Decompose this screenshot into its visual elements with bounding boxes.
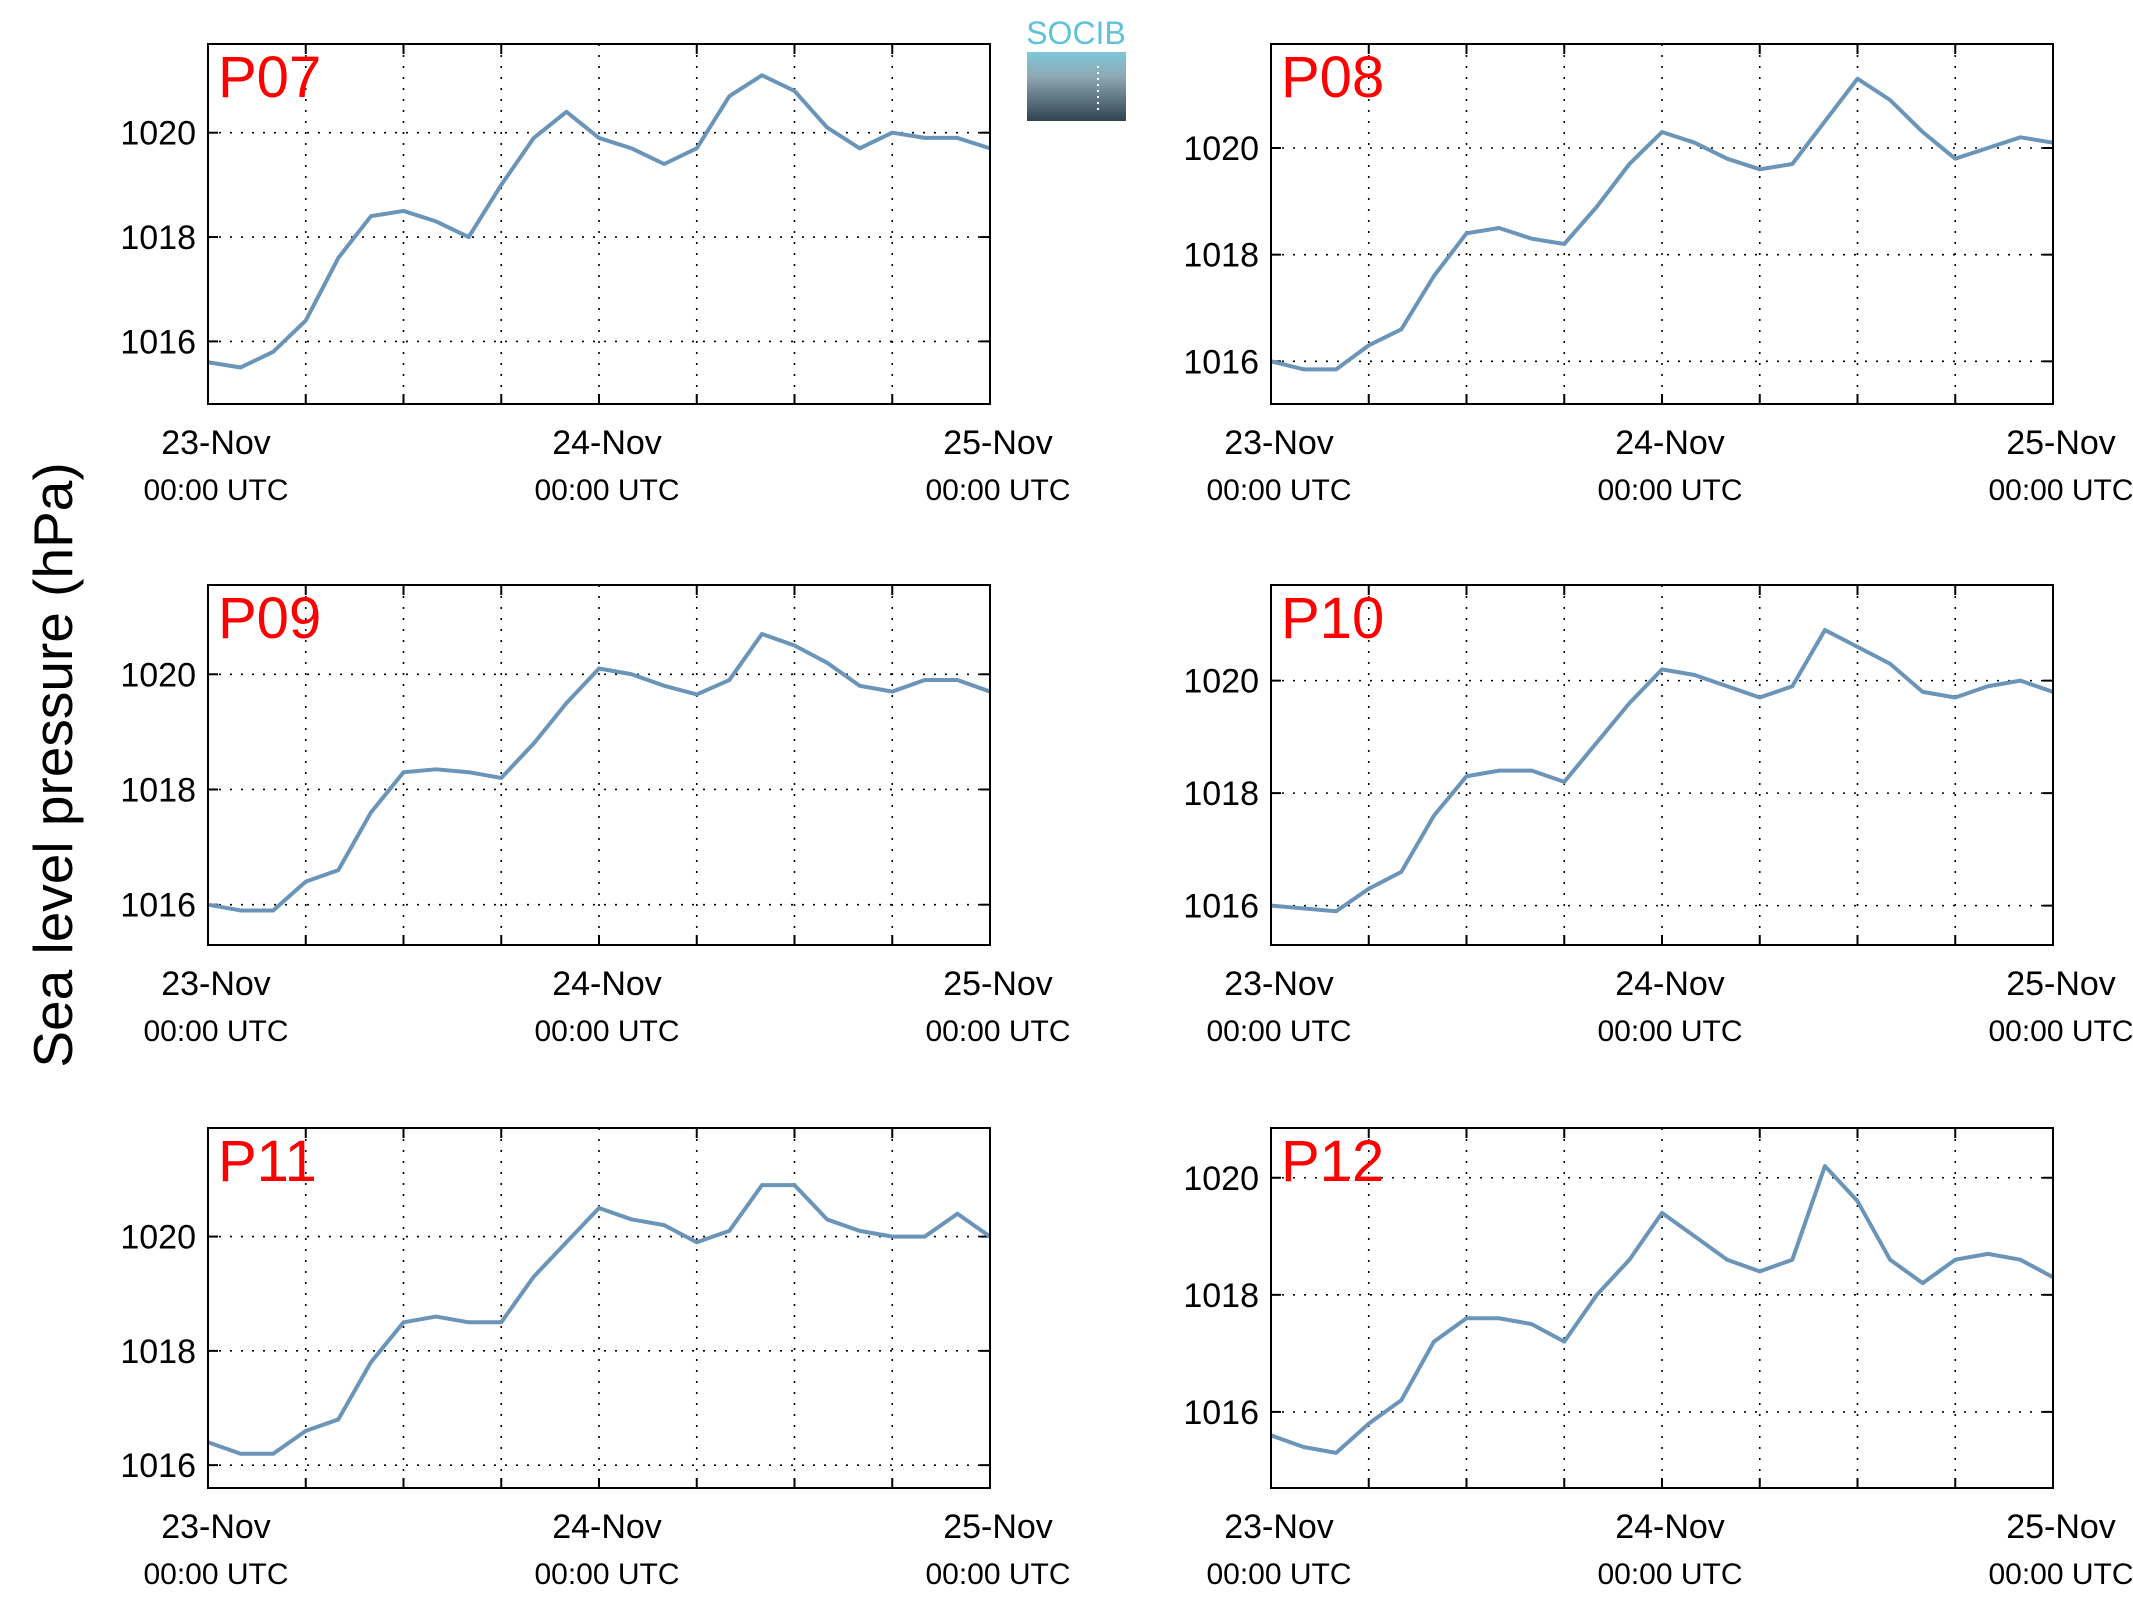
y-tick-label: 1016: [1183, 888, 1259, 926]
x-tick-label: 24-Nov 00:00 UTC: [534, 424, 679, 507]
y-tick-label: 1016: [1183, 1394, 1259, 1432]
y-tick-label: 1018: [120, 219, 196, 257]
data-line: [207, 631, 991, 913]
panel-title: P07: [218, 45, 321, 110]
y-tick-label: 1020: [1183, 130, 1259, 168]
logo-text: SOCIB: [1026, 15, 1126, 51]
x-tick-label: 25-Nov 00:00 UTC: [925, 965, 1070, 1048]
y-tick-label: 1020: [120, 656, 196, 694]
y-tick-label: 1020: [1183, 663, 1259, 701]
panel: 1016 1018 1020 23-Nov 00:00 UTC 24-Nov 00:00 U…: [1183, 43, 2133, 507]
x-tick-label: 23-Nov 00:00 UTC: [1206, 424, 1351, 507]
data-line: [207, 1183, 992, 1456]
plot-frame: [207, 584, 991, 946]
data-line: [1270, 76, 2054, 372]
x-tick-label: 25-Nov 00:00 UTC: [1988, 1508, 2133, 1591]
y-tick-label: 1016: [1183, 343, 1259, 381]
panel-title: P09: [218, 586, 321, 651]
panel: 1016 1018 1020 23-Nov 00:00 UTC 24-Nov 00:00 U…: [1183, 1127, 2133, 1591]
x-tick-label: 23-Nov 00:00 UTC: [143, 965, 288, 1048]
panel: 1016 1018 1020 23-Nov 00:00 UTC 24-Nov 00:00 U…: [120, 43, 1071, 507]
x-tick-label: 24-Nov 00:00 UTC: [534, 965, 679, 1048]
data-line: [207, 73, 991, 370]
y-tick-label: 1016: [120, 887, 196, 925]
y-tick-label: 1018: [1183, 237, 1259, 275]
y-tick-label: 1018: [1183, 1277, 1259, 1315]
x-tick-label: 25-Nov 00:00 UTC: [1988, 424, 2133, 507]
y-tick-label: 1018: [1183, 775, 1259, 813]
data-line: [1270, 628, 2054, 914]
plot-frame: [1270, 584, 2054, 946]
y-tick-label: 1020: [1183, 1160, 1259, 1198]
y-tick-label: 1016: [120, 1447, 196, 1485]
y-axis-label: Sea level pressure (hPa): [22, 462, 84, 1067]
plot-frame: [1270, 43, 2054, 405]
x-tick-label: 24-Nov 00:00 UTC: [1597, 1508, 1742, 1591]
y-tick-label: 1016: [120, 323, 196, 361]
panel-title: P10: [1281, 586, 1384, 651]
x-tick-label: 24-Nov 00:00 UTC: [1597, 424, 1742, 507]
logo: SOCIB: [1026, 15, 1126, 121]
y-tick-label: 1018: [120, 1333, 196, 1371]
y-tick-label: 1020: [120, 115, 196, 153]
x-tick-label: 23-Nov 00:00 UTC: [1206, 965, 1351, 1048]
x-tick-label: 23-Nov 00:00 UTC: [143, 424, 288, 507]
plot-frame: [207, 43, 991, 405]
plot-frame: [1270, 1127, 2054, 1489]
panel-title: P08: [1281, 45, 1384, 110]
x-tick-label: 25-Nov 00:00 UTC: [1988, 965, 2133, 1048]
x-tick-label: 25-Nov 00:00 UTC: [925, 1508, 1070, 1591]
x-tick-label: 24-Nov 00:00 UTC: [534, 1508, 679, 1591]
panel-title: P12: [1281, 1129, 1384, 1194]
y-tick-label: 1018: [120, 771, 196, 809]
logo-box: [1027, 52, 1126, 121]
panel: 1016 1018 1020 23-Nov 00:00 UTC 24-Nov 00:00 U…: [1183, 584, 2133, 1048]
x-tick-label: 23-Nov 00:00 UTC: [143, 1508, 288, 1591]
plot-frame: [207, 1127, 991, 1489]
y-tick-label: 1020: [120, 1219, 196, 1257]
x-tick-label: 25-Nov 00:00 UTC: [925, 424, 1070, 507]
data-line: [1270, 1164, 2054, 1455]
panel-title: P11: [218, 1129, 317, 1194]
x-tick-label: 23-Nov 00:00 UTC: [1206, 1508, 1351, 1591]
panel: 1016 1018 1020 23-Nov 00:00 UTC 24-Nov 00:00 U…: [120, 1127, 1071, 1591]
panel: 1016 1018 1020 23-Nov 00:00 UTC 24-Nov 00:00 U…: [120, 584, 1071, 1048]
x-tick-label: 24-Nov 00:00 UTC: [1597, 965, 1742, 1048]
